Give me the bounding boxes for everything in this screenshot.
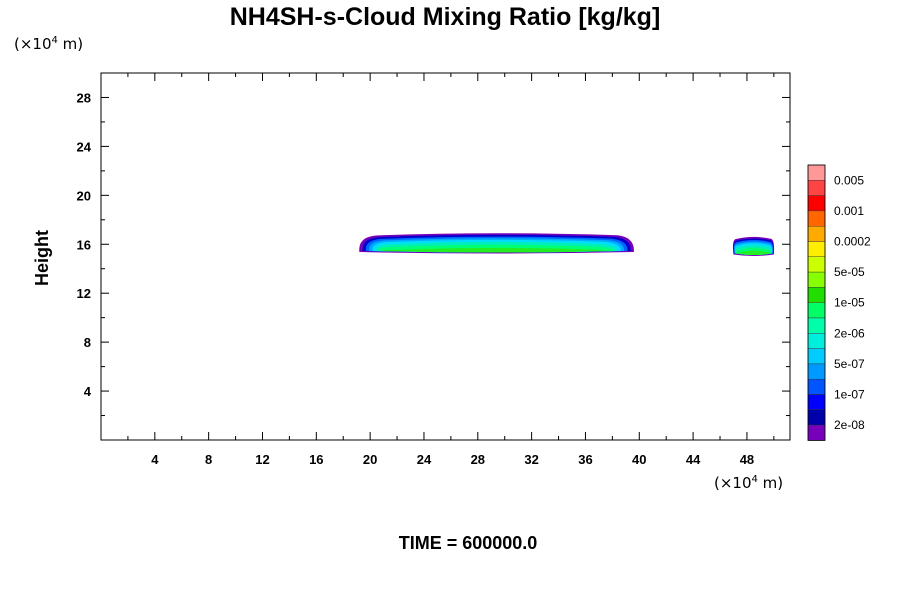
- cloud-layers: [359, 233, 775, 256]
- y-unit-prefix: (×10: [14, 35, 52, 53]
- y-axis-title: Height: [32, 230, 52, 286]
- colorbar-swatch: [807, 394, 826, 411]
- y-tick-label: 8: [84, 335, 91, 350]
- x-unit-prefix: (×10: [714, 474, 752, 492]
- x-tick-label: 20: [363, 452, 377, 467]
- colorbar-swatch: [807, 424, 826, 441]
- x-tick-label: 16: [309, 452, 323, 467]
- colorbar-swatch: [807, 164, 826, 181]
- colorbar-swatch: [807, 302, 826, 319]
- y-tick-label: 16: [77, 237, 91, 252]
- y-unit-exp: 4: [52, 35, 58, 46]
- plot-frame: [100, 72, 791, 441]
- y-unit-suffix: m): [58, 35, 83, 53]
- colorbar-label: 0.0002: [834, 235, 871, 249]
- cloud-contour-band: [736, 250, 771, 256]
- cloud-contour-band: [382, 247, 611, 253]
- y-axis-ticks: 4 8 12 16 20 24 28: [77, 90, 790, 417]
- x-tick-label: 44: [686, 452, 701, 467]
- x-tick-label: 48: [740, 452, 754, 467]
- colorbar-swatch: [807, 271, 826, 288]
- colorbar-swatch: [807, 333, 826, 349]
- colorbar-label: 2e-06: [834, 326, 865, 340]
- y-tick-label: 28: [77, 90, 91, 105]
- y-tick-label: 4: [84, 384, 92, 399]
- colorbar-label: 0.005: [834, 173, 864, 187]
- colorbar-swatch: [807, 241, 826, 258]
- colorbar-swatch: [807, 195, 826, 212]
- colorbar-label: 5e-07: [834, 357, 865, 371]
- x-unit-suffix: m): [758, 474, 783, 492]
- colorbar-swatch: [807, 379, 826, 395]
- colorbar-swatch: [807, 225, 826, 242]
- y-axis-unit: (×104 m): [14, 35, 83, 53]
- x-tick-label: 32: [524, 452, 538, 467]
- x-axis-ticks: 4 8 12 16 20 24 28 32 36 40 44 48: [127, 73, 775, 467]
- colorbar-swatch: [807, 363, 826, 380]
- cloud-layer-1: [359, 233, 634, 254]
- colorbar-swatch: [807, 210, 826, 227]
- colorbar-swatch: [807, 317, 826, 334]
- x-tick-label: 40: [632, 452, 646, 467]
- x-tick-label: 12: [255, 452, 269, 467]
- x-axis-unit: (×104 m): [714, 474, 783, 492]
- colorbar-swatch: [807, 287, 826, 303]
- colorbar-swatch: [807, 348, 826, 365]
- x-tick-label: 8: [205, 452, 212, 467]
- colorbar-label: 2e-08: [834, 418, 865, 432]
- colorbar-label: 1e-05: [834, 296, 865, 310]
- colorbar-swatch: [807, 409, 826, 426]
- colorbar-swatch: [807, 256, 826, 273]
- x-tick-label: 24: [417, 452, 432, 467]
- colorbar-label: 5e-05: [834, 265, 865, 279]
- colorbar-label: 0.001: [834, 204, 864, 218]
- cloud-layer-2: [732, 236, 775, 256]
- x-tick-label: 4: [151, 452, 159, 467]
- time-label: TIME = 600000.0: [399, 533, 538, 553]
- y-tick-label: 12: [77, 286, 91, 301]
- chart-title: NH4SH-s-Cloud Mixing Ratio [kg/kg]: [230, 3, 661, 31]
- colorbar-frame: [807, 164, 826, 441]
- y-tick-label: 24: [77, 139, 92, 154]
- x-unit-exp: 4: [752, 474, 758, 485]
- colorbar: 0.005 0.001 0.0002 5e-05 1e-05 2e-06 5e-07 1e-0…: [807, 164, 871, 441]
- colorbar-swatch: [807, 180, 826, 196]
- y-tick-label: 20: [77, 188, 91, 203]
- colorbar-label: 1e-07: [834, 388, 865, 402]
- x-tick-label: 28: [471, 452, 485, 467]
- x-tick-label: 36: [578, 452, 592, 467]
